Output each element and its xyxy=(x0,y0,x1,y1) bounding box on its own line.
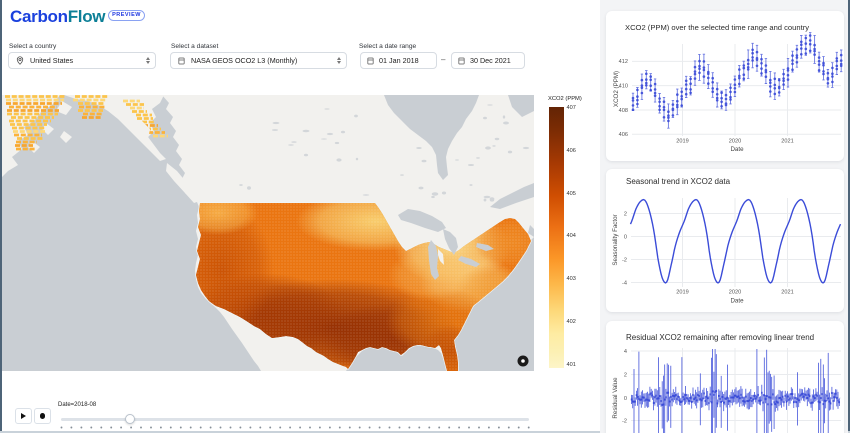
svg-text:Residual XCO2 remaining after: Residual XCO2 remaining after removing l… xyxy=(626,333,814,342)
svg-text:0: 0 xyxy=(624,396,627,402)
svg-text:405: 405 xyxy=(567,191,576,197)
svg-text:XCO2 (PPM): XCO2 (PPM) xyxy=(613,71,620,107)
svg-text:2020: 2020 xyxy=(729,290,741,296)
svg-text:Date: Date xyxy=(730,298,744,305)
svg-text:407: 407 xyxy=(567,105,576,111)
svg-text:404: 404 xyxy=(567,233,576,239)
svg-text:Residual Value: Residual Value xyxy=(612,377,619,419)
svg-text:403: 403 xyxy=(567,276,576,282)
svg-text:2021: 2021 xyxy=(781,139,793,145)
svg-text:2021: 2021 xyxy=(781,290,793,296)
svg-text:2: 2 xyxy=(624,372,627,378)
svg-text:0: 0 xyxy=(624,234,627,240)
svg-text:406: 406 xyxy=(567,148,576,154)
svg-text:-2: -2 xyxy=(622,418,627,424)
svg-text:Seasonality Factor: Seasonality Factor xyxy=(612,214,619,265)
svg-text:410: 410 xyxy=(619,83,628,89)
svg-text:XCO2 (PPM): XCO2 (PPM) xyxy=(548,96,582,102)
svg-text:-2: -2 xyxy=(622,257,627,263)
svg-text:2020: 2020 xyxy=(729,139,741,145)
svg-text:4: 4 xyxy=(624,349,627,355)
svg-text:402: 402 xyxy=(567,319,576,325)
svg-text:2: 2 xyxy=(624,211,627,217)
svg-text:412: 412 xyxy=(619,59,628,65)
svg-text:-4: -4 xyxy=(622,280,627,286)
svg-text:401: 401 xyxy=(567,362,576,368)
svg-text:2019: 2019 xyxy=(676,290,688,296)
svg-text:408: 408 xyxy=(619,108,628,114)
svg-text:Date: Date xyxy=(730,146,744,153)
svg-text:406: 406 xyxy=(619,132,628,138)
svg-text:2019: 2019 xyxy=(676,139,688,145)
svg-text:Seasonal trend in XCO2 data: Seasonal trend in XCO2 data xyxy=(626,177,731,186)
svg-text:XCO2 (PPM) over the selected t: XCO2 (PPM) over the selected time range … xyxy=(625,23,809,32)
